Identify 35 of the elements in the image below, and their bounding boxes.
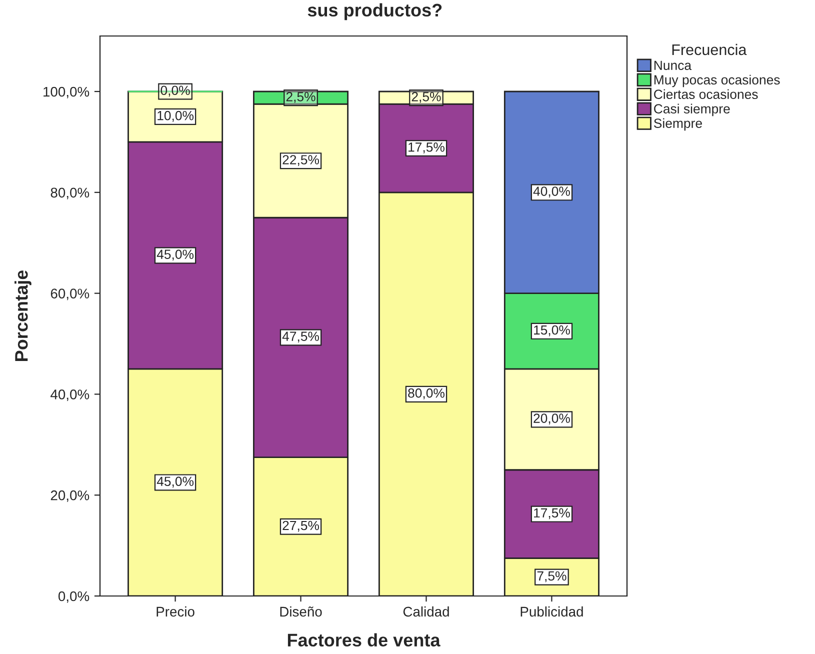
y-tick-label: 60,0%	[50, 288, 90, 300]
y-tick-label: 80,0%	[50, 188, 90, 200]
legend-label: Casi siempre	[654, 104, 730, 116]
legend-title: Frecuencia	[672, 44, 747, 56]
data-label: 2,5%	[286, 92, 316, 103]
data-label: 45,0%	[156, 476, 194, 488]
x-tick-label: Diseño	[280, 606, 322, 617]
data-label: 20,0%	[534, 414, 570, 425]
data-label: 27,5%	[282, 520, 319, 532]
y-tick-label: 100,0%	[44, 86, 90, 98]
legend-label: Muy pocas ocasiones	[654, 74, 780, 88]
data-label: 15,0%	[534, 325, 570, 336]
legend-label: Siempre	[654, 118, 702, 131]
data-label: 17,5%	[408, 142, 444, 154]
chart-title: sus productos?	[308, 3, 442, 20]
data-label: 47,5%	[282, 332, 319, 343]
data-label: 0,0%	[160, 86, 190, 97]
legend-label: Nunca	[654, 60, 692, 70]
y-tick-label: 40,0%	[50, 390, 90, 402]
x-tick-label: Calidad	[403, 606, 449, 617]
y-tick-label: 0,0%	[58, 591, 90, 603]
data-label: 7,5%	[537, 571, 566, 582]
x-tick-label: Publicidad	[520, 606, 583, 617]
data-label: 22,5%	[282, 155, 319, 166]
y-tick-label: 20,0%	[50, 490, 90, 502]
data-label: 80,0%	[408, 388, 444, 400]
x-tick-label: Precio	[156, 606, 194, 617]
legend-label: Ciertas ocasiones	[654, 89, 758, 99]
data-label: 10,0%	[158, 110, 194, 122]
data-label: 2,5%	[412, 92, 441, 103]
x-axis-title: Factores de venta	[288, 633, 440, 647]
y-axis-title: Porcentaje	[14, 270, 32, 361]
data-label: 45,0%	[156, 250, 194, 261]
data-label: 40,0%	[533, 186, 570, 198]
data-label: 17,5%	[534, 508, 570, 520]
